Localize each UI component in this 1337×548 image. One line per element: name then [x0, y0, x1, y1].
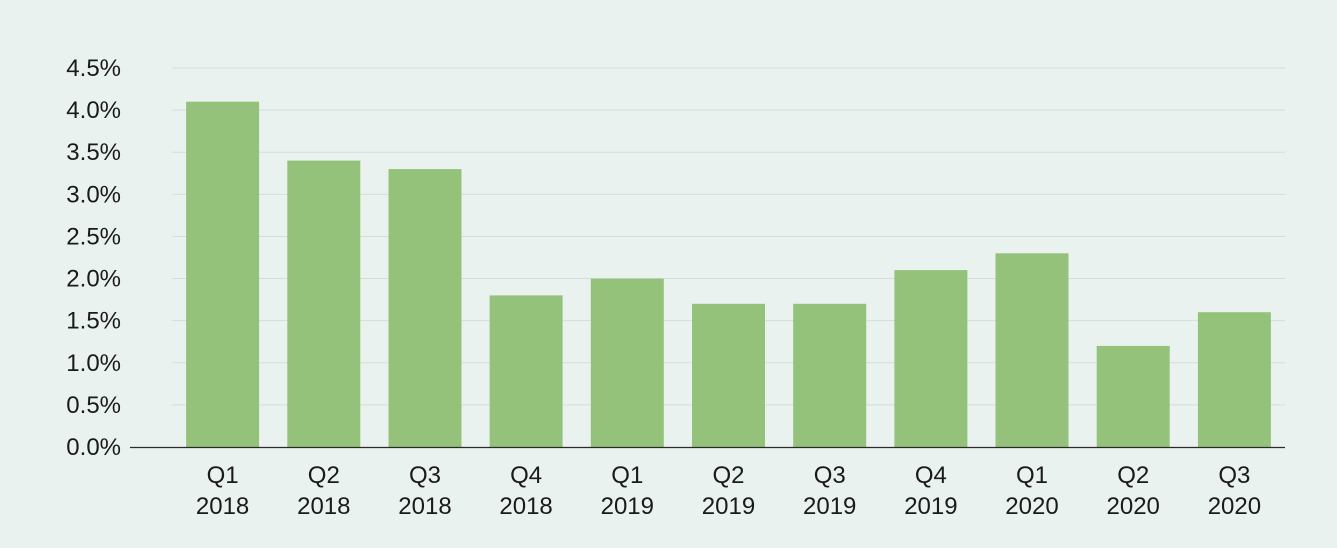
bar: [489, 295, 563, 447]
bar: [692, 303, 765, 447]
y-tick-label: 2.5%: [66, 223, 121, 250]
x-tick-label-quarter: Q3: [409, 462, 441, 489]
x-tick-label-year: 2019: [904, 493, 957, 520]
bars: [186, 101, 1271, 447]
bar: [590, 278, 664, 447]
x-tick-label-year: 2020: [1107, 493, 1160, 520]
y-tick-label: 0.0%: [66, 434, 121, 461]
y-tick-label: 0.5%: [66, 392, 121, 419]
bar: [1096, 345, 1170, 447]
bar: [186, 101, 260, 447]
x-axis-tick-labels: Q1 2018 Q2 2018 Q3 2018 Q4 2018 Q1 2019 Q2 2019 Q3 20…: [196, 462, 1261, 520]
x-tick-label-year: 2018: [398, 493, 451, 520]
bar: [793, 303, 867, 447]
y-tick-label: 4.0%: [66, 97, 121, 124]
y-tick-label: 1.0%: [66, 350, 121, 377]
x-tick-label-quarter: Q4: [915, 462, 947, 489]
x-tick-label-quarter: Q3: [1218, 462, 1250, 489]
y-tick-label: 3.0%: [66, 181, 121, 208]
x-tick-label-year: 2020: [1005, 493, 1058, 520]
x-tick-label-quarter: Q2: [712, 462, 744, 489]
x-tick-label-year: 2019: [803, 493, 856, 520]
bar: [388, 169, 462, 447]
x-tick-label-year: 2018: [499, 493, 552, 520]
x-tick-label-year: 2018: [196, 493, 249, 520]
x-tick-label-year: 2018: [297, 493, 350, 520]
x-tick-label-quarter: Q3: [814, 462, 846, 489]
bar: [287, 160, 361, 447]
x-tick-label-year: 2019: [702, 493, 755, 520]
y-tick-label: 1.5%: [66, 308, 121, 335]
y-tick-label: 3.5%: [66, 139, 121, 166]
x-tick-label-quarter: Q2: [308, 462, 340, 489]
x-tick-label-quarter: Q2: [1117, 462, 1149, 489]
x-tick-label-year: 2020: [1208, 493, 1261, 520]
x-tick-label-quarter: Q1: [1016, 462, 1048, 489]
y-axis-tick-labels: 0.0% 0.5% 1.0% 1.5% 2.0% 2.5% 3.0% 3.5% 4.0% 4.5%: [66, 55, 121, 461]
x-tick-label-quarter: Q4: [510, 462, 542, 489]
x-tick-label-quarter: Q1: [207, 462, 239, 489]
y-tick-label: 2.0%: [66, 266, 121, 293]
bar: [894, 270, 968, 447]
bar: [995, 253, 1069, 447]
x-tick-label-quarter: Q1: [611, 462, 643, 489]
y-tick-label: 4.5%: [66, 55, 121, 82]
bar: [1197, 312, 1271, 447]
x-tick-label-year: 2019: [601, 493, 654, 520]
